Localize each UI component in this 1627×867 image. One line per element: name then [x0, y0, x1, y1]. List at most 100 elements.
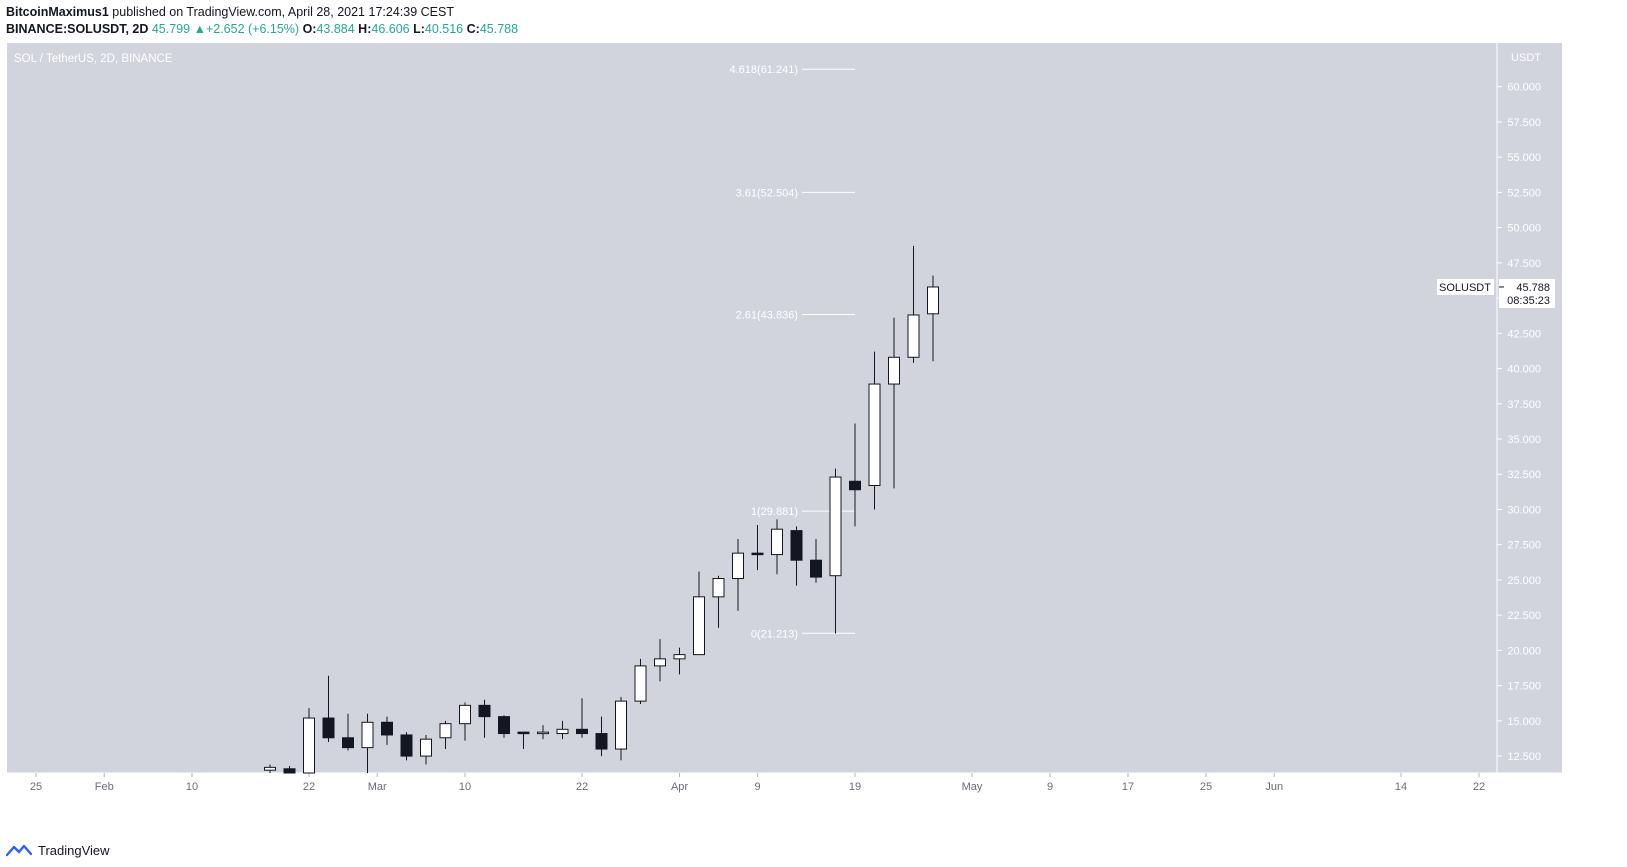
time-tick-labels: 25 Feb 10 22 Mar 10 22 Apr 9 19 May 9 17 25 Jun 14 22 [30, 773, 1485, 793]
candle[interactable] [478, 699, 491, 738]
author-name[interactable]: BitcoinMaximus1 [6, 5, 109, 19]
price-tick: 55.000 [1497, 152, 1541, 164]
time-tick-label: Mar [368, 781, 387, 793]
time-tick-label: 17 [1122, 781, 1134, 793]
price-tick-label: 22.500 [1507, 610, 1541, 622]
symbol-label: BINANCE:SOLUSDT, 2D [6, 22, 149, 36]
time-tick: 22 [576, 773, 588, 793]
tradingview-logo-icon[interactable] [6, 843, 32, 857]
candle[interactable] [342, 713, 354, 751]
time-tick: 22 [303, 773, 315, 793]
candle-body [810, 559, 822, 578]
price-tick: 52.500 [1497, 187, 1541, 199]
close-value: 45.788 [479, 22, 519, 36]
price-tick: 40.000 [1497, 364, 1541, 376]
price-tick-label: 40.000 [1507, 364, 1541, 376]
price-tick: 32.500 [1497, 469, 1541, 481]
price-axis[interactable] [1497, 43, 1562, 773]
candle[interactable] [849, 423, 861, 527]
candle[interactable] [381, 716, 393, 745]
symbol-tag: SOLUSDT [1437, 278, 1494, 295]
time-tick-label: 25 [1200, 781, 1212, 793]
price-tick-label: 17.500 [1507, 681, 1541, 693]
candle[interactable] [634, 658, 647, 704]
candle[interactable] [322, 675, 335, 742]
chart-pane[interactable] [7, 43, 1497, 773]
ohlc-line: BINANCE:SOLUSDT, 2D 45.799 ▲+2.652 (+6.1… [6, 21, 1006, 38]
candle-body [693, 596, 705, 656]
candle[interactable] [420, 734, 432, 765]
candle[interactable] [576, 698, 588, 738]
candle[interactable] [907, 245, 920, 363]
price-tick-labels: 12.500 15.000 17.500 20.000 22.500 25.000 27.5… [1497, 82, 1541, 763]
publish-info: published on TradingView.com, April 28, … [112, 5, 454, 19]
price-tick: 20.000 [1497, 645, 1541, 657]
price-tick-label: 60.000 [1507, 82, 1541, 94]
candle[interactable] [654, 639, 666, 682]
time-tick: 9 [1047, 773, 1053, 793]
candle-body [303, 717, 315, 774]
candle[interactable] [673, 647, 686, 675]
candle[interactable] [927, 275, 939, 362]
candles[interactable] [264, 245, 939, 774]
time-tick: 9 [754, 773, 761, 793]
candle-body [342, 737, 354, 749]
candle[interactable] [615, 696, 627, 761]
price-tick-label: 55.000 [1507, 152, 1541, 164]
close-label: C: [466, 22, 480, 36]
low-value: 40.516 [424, 22, 464, 36]
candle-body [868, 383, 881, 487]
candle-body [478, 704, 491, 718]
candle[interactable] [693, 571, 705, 656]
price-tick: 22.500 [1497, 610, 1541, 622]
time-axis[interactable] [7, 773, 1497, 797]
fib-level[interactable]: 3.61(52.504) [736, 187, 855, 199]
candle[interactable] [771, 519, 783, 575]
price-tick: 57.500 [1497, 117, 1541, 129]
candle[interactable] [595, 716, 608, 757]
candle[interactable] [303, 708, 315, 774]
candle[interactable] [712, 575, 725, 628]
fib-level-label: 4.618(61.241) [730, 64, 799, 76]
candle-body [712, 578, 725, 598]
price-tick-label: 27.500 [1507, 540, 1541, 552]
candle[interactable] [751, 524, 764, 571]
fib-level-label: 2.61(43.836) [736, 309, 798, 321]
candle[interactable] [829, 468, 842, 634]
candle[interactable] [868, 351, 881, 510]
candle-body [615, 700, 627, 750]
candle-body [634, 665, 647, 702]
price-tick-label: 35.000 [1507, 434, 1541, 446]
candle[interactable] [537, 725, 549, 740]
chart-title: SOL / TetherUS, 2D, BINANCE [14, 53, 173, 65]
candle-body [927, 286, 939, 315]
candle[interactable] [556, 720, 569, 740]
footer-brand[interactable]: TradingView [38, 842, 110, 858]
candle[interactable] [732, 539, 744, 611]
candle[interactable] [459, 702, 471, 741]
price-tick: 47.500 [1497, 258, 1541, 270]
candle[interactable] [283, 765, 296, 774]
time-tick-label: 9 [1047, 781, 1053, 793]
price-tick: 42.500 [1497, 328, 1541, 340]
price-tick: 15.000 [1497, 716, 1541, 728]
candle-body [790, 530, 803, 561]
candle[interactable] [400, 732, 413, 761]
candle[interactable] [439, 720, 452, 750]
price-tick: 35.000 [1497, 434, 1541, 446]
candle[interactable] [888, 317, 900, 489]
candle-body [537, 731, 549, 735]
fib-level[interactable]: 2.61(43.836) [736, 309, 855, 321]
candle[interactable] [517, 731, 530, 750]
candle[interactable] [790, 526, 803, 586]
fib-extension[interactable]: 0(21.213) 1(29.881) 2.61(43.836) 3.61(52.50… [730, 64, 856, 640]
candle[interactable] [361, 713, 374, 773]
fib-level[interactable]: 0(21.213) [751, 628, 855, 640]
time-tick: 25 [1200, 773, 1212, 793]
candle[interactable] [498, 715, 510, 738]
candle[interactable] [264, 764, 276, 773]
candle[interactable] [810, 539, 822, 583]
fib-level[interactable]: 1(29.881) [751, 506, 855, 518]
fib-level[interactable]: 4.618(61.241) [730, 64, 856, 76]
